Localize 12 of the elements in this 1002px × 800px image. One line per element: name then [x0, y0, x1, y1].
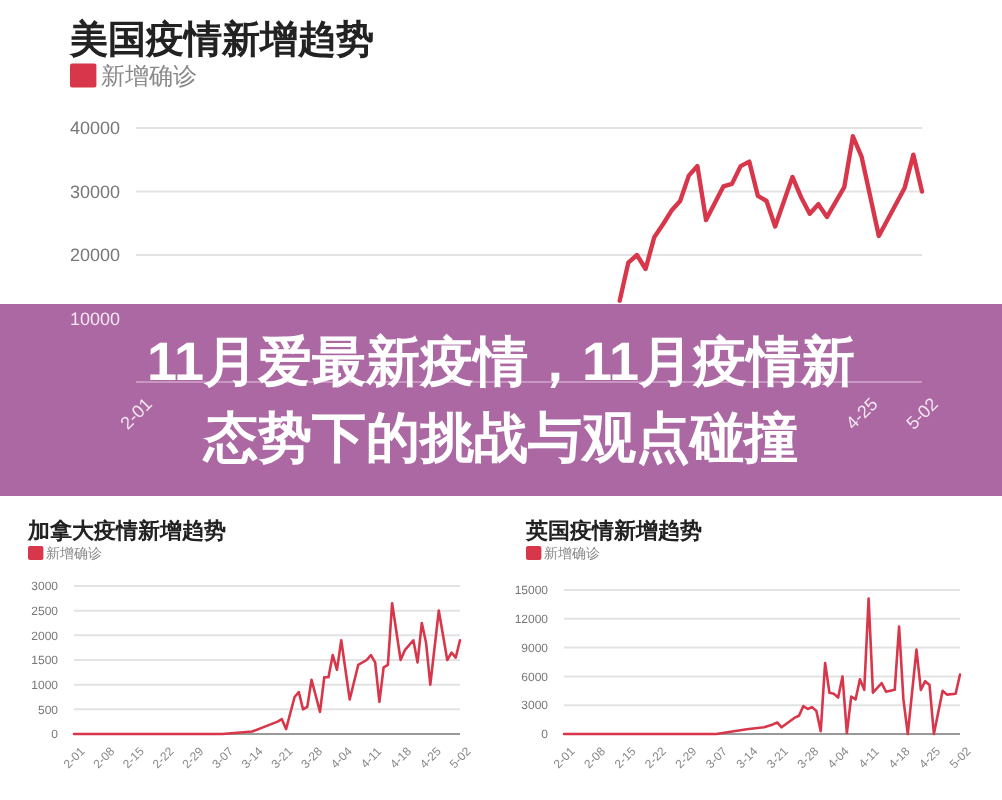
chart-title: 美国疫情新增趋势 [68, 18, 374, 62]
chart-title: 加拿大疫情新增趋势 [26, 518, 226, 544]
y-tick-label: 10000 [69, 308, 120, 329]
line-series [562, 597, 962, 736]
y-tick-label: 20000 [69, 245, 120, 266]
legend-label: 新增确诊 [101, 62, 198, 90]
line-series [617, 134, 925, 303]
y-tick-label: 30000 [69, 181, 120, 202]
y-tick-label: 40000 [69, 118, 120, 139]
x-tick-label: 4-25 [841, 393, 882, 434]
chart-title: 英国疫情新增趋势 [524, 518, 702, 544]
line-series [72, 601, 462, 736]
